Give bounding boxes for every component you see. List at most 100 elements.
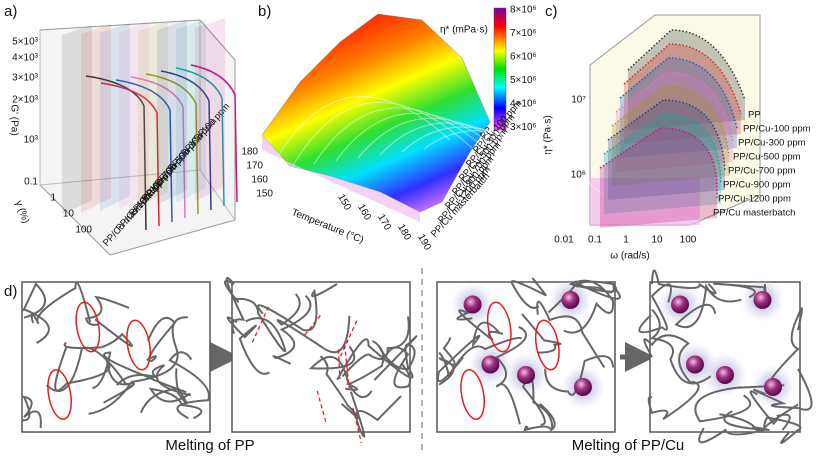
- chain: [45, 346, 135, 404]
- panel-b: b) η* (mPa·s) Temperature (°C): [258, 3, 507, 246]
- y-tick-label: 10⁶: [571, 170, 586, 181]
- curve: [603, 113, 722, 185]
- nanoparticle: [573, 378, 592, 396]
- nanoparticle: [481, 355, 500, 374]
- axis-label: Temperature (°C): [290, 207, 365, 246]
- chain: [572, 282, 621, 300]
- nanoparticle: [686, 355, 704, 374]
- nanoparticle: [561, 291, 580, 309]
- curve: [623, 43, 742, 115]
- series-label: PP/Cu-500 ppm: [733, 152, 801, 163]
- y-tick-label: 3×10³: [12, 73, 39, 84]
- chain: [510, 277, 547, 309]
- chain: [523, 403, 556, 432]
- dashed-chain: [302, 315, 321, 338]
- tick-label: 180: [395, 222, 413, 242]
- chain: [168, 351, 210, 420]
- chain: [139, 368, 188, 414]
- chain: [749, 390, 791, 431]
- crystal-region: [534, 319, 560, 371]
- series-label: PP: [748, 110, 761, 121]
- x-tick-label: 100: [680, 235, 697, 246]
- x-tick-label: 0.1: [588, 235, 602, 246]
- chain: [643, 334, 693, 385]
- caption: Melting of PP/Cu: [572, 437, 685, 454]
- ridge: [335, 112, 517, 165]
- chain: [341, 316, 410, 378]
- tick-label: 150: [256, 189, 273, 200]
- sheet: [604, 114, 721, 214]
- dashed-chain: [343, 344, 350, 389]
- colorbar-tick-label: 6×10⁶: [510, 52, 537, 63]
- colorbar-label: η* (mPa·s): [440, 25, 488, 36]
- tick-label: 150: [335, 192, 353, 212]
- chain: [21, 395, 42, 429]
- chain: [674, 282, 742, 329]
- plane: [138, 21, 168, 207]
- nanoparticle: [753, 291, 772, 309]
- sheet: [612, 86, 729, 186]
- crystal-region: [47, 369, 73, 420]
- chain: [349, 391, 402, 438]
- chain: [226, 316, 270, 375]
- chain: [694, 384, 785, 423]
- colorbar-tick-label: 5×10⁶: [510, 75, 537, 86]
- series-label: PP/Cu-1200 ppm: [718, 194, 791, 205]
- ridge: [423, 130, 605, 197]
- plane: [157, 20, 187, 205]
- nanoparticle: [517, 366, 535, 384]
- chain: [698, 403, 799, 444]
- chain: [651, 269, 717, 295]
- panel-label: b): [258, 3, 271, 20]
- nanoparticle: [671, 295, 689, 314]
- chain: [647, 380, 700, 421]
- panel-d: d) Melting of PP Melting of PP/Cu: [4, 268, 813, 455]
- tick-label: 160: [251, 175, 268, 186]
- chain: [148, 387, 203, 420]
- y-tick-label: 2×10³: [12, 95, 39, 106]
- tick-label: 180: [241, 147, 258, 158]
- chain: [719, 410, 770, 433]
- chain: [521, 313, 562, 354]
- x-tick-label: 0.1: [24, 177, 38, 188]
- y-tick-label: 4×10³: [12, 53, 39, 64]
- x-tick-label: 1: [50, 193, 56, 204]
- sheet: [616, 72, 733, 172]
- curve: [607, 99, 726, 171]
- chain: [763, 416, 802, 444]
- crystal-region: [486, 301, 512, 353]
- tick-label: 190: [415, 232, 433, 252]
- plane: [81, 24, 111, 213]
- chain: [536, 300, 606, 368]
- dashed-chain: [352, 407, 363, 444]
- chain: [224, 277, 246, 335]
- chain: [54, 345, 129, 392]
- curve: [115, 79, 173, 223]
- curve: [160, 70, 212, 211]
- plane: [176, 19, 206, 203]
- chain: [84, 295, 130, 326]
- curve: [615, 71, 734, 143]
- colorbar-tick-label: 7×10⁶: [510, 28, 537, 39]
- nanoparticle: [764, 378, 782, 396]
- chain: [753, 368, 813, 411]
- y-axis-label: G' (Pa): [8, 104, 19, 135]
- curve: [627, 29, 746, 101]
- x-tick-label: 10: [651, 235, 663, 246]
- plane: [195, 18, 225, 201]
- y-tick-label: 10⁷: [571, 95, 586, 106]
- panel-label: d): [4, 283, 17, 300]
- crystal-region: [75, 301, 101, 353]
- colorbar-tick-label: 8×10⁶: [510, 5, 537, 16]
- caption: Melting of PP: [165, 437, 254, 454]
- ridge: [357, 117, 539, 173]
- curve: [145, 73, 199, 215]
- chain: [276, 293, 351, 354]
- ridge: [313, 107, 495, 165]
- x-tick-label: 0.01: [554, 235, 574, 246]
- x-axis-label: ω (rad/s): [610, 251, 649, 262]
- y-tick-label: 10³: [24, 135, 39, 146]
- chain: [146, 316, 176, 362]
- series-label: PP/Cu-300 ppm: [738, 138, 806, 149]
